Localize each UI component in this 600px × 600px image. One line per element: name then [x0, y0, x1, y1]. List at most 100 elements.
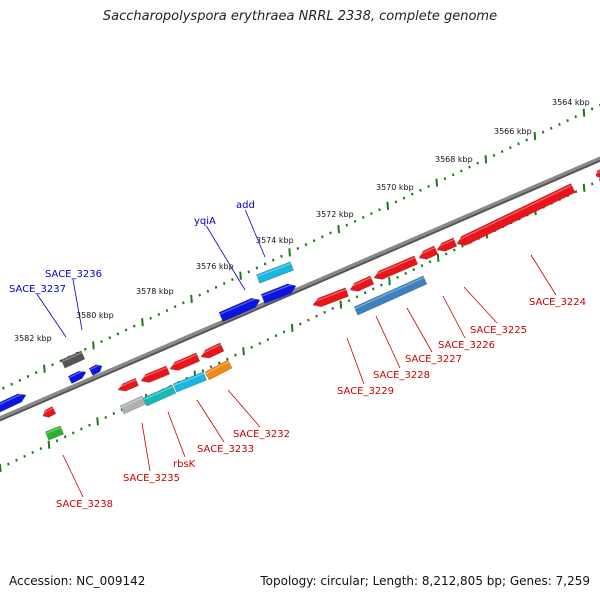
gene-feature — [140, 365, 171, 383]
gene-highlight — [455, 184, 572, 242]
inner-scale-tick — [428, 260, 432, 264]
gene-feature — [117, 377, 139, 392]
gene-feature — [349, 275, 375, 292]
outer-scale-tick — [92, 341, 95, 350]
gene-highlight — [435, 238, 455, 249]
gene-highlight — [173, 372, 205, 387]
forward-gene-label: SACE_3237 — [9, 284, 66, 295]
gene-highlight — [594, 170, 600, 175]
inner-scale-tick — [80, 427, 83, 431]
outer-scale-tick — [231, 278, 234, 281]
gene-feature — [456, 183, 576, 246]
outer-scale-tick — [247, 270, 251, 274]
reverse-gene-label: SACE_3224 — [529, 297, 586, 308]
reverse-leader-line — [463, 286, 498, 324]
gene-highlight — [45, 426, 62, 435]
outer-scale-tick — [133, 324, 136, 328]
gene-highlight — [143, 385, 174, 401]
outer-scale-tick — [263, 262, 267, 266]
gene-features — [0, 169, 600, 441]
outer-scale-tick — [59, 359, 62, 363]
outer-scale-tick — [541, 130, 545, 134]
gene-highlight — [41, 407, 54, 415]
inner-scale-tick — [15, 458, 18, 462]
inner-scale-tick — [574, 190, 578, 194]
outer-scale-tick — [460, 169, 463, 173]
forward-leader-line — [244, 209, 266, 258]
outer-scale-tick — [525, 138, 528, 142]
outer-scale-tick — [500, 150, 504, 153]
outer-scale-tick — [141, 318, 144, 327]
outer-scale-tick — [280, 254, 283, 258]
inner-scale-tick — [436, 253, 440, 262]
outer-scale-tick — [108, 336, 112, 340]
inner-scale-tick — [258, 342, 262, 345]
forward-leader-line — [36, 293, 67, 338]
gene-feature — [60, 350, 86, 369]
inner-scale-tick — [0, 463, 2, 473]
outer-scale-tick — [427, 185, 430, 188]
inner-scale-tick — [420, 264, 424, 268]
inner-scale-tick — [582, 183, 586, 192]
gene-highlight — [0, 392, 26, 405]
inner-scale-tick — [234, 353, 237, 357]
gene-highlight — [311, 288, 347, 304]
gene-highlight — [372, 256, 416, 277]
inner-scale-tick — [201, 369, 205, 373]
inner-scale-tick — [217, 361, 221, 365]
outer-scale-tick — [402, 196, 406, 200]
reverse-leader-line — [346, 337, 365, 385]
forward-gene-label: add — [236, 200, 255, 211]
outer-scale-tick — [83, 347, 87, 351]
scale-label: 3582 kbp — [14, 334, 52, 343]
gene-feature — [373, 255, 419, 280]
reverse-gene-label: SACE_3226 — [438, 340, 495, 351]
reverse-leader-line — [141, 422, 151, 472]
forward-leader-line — [72, 278, 83, 331]
outer-scale-tick — [337, 225, 340, 234]
inner-scale-tick — [23, 454, 26, 458]
reverse-gene-label: SACE_3235 — [123, 473, 180, 484]
reverse-leader-line — [227, 389, 261, 428]
gene-highlight — [261, 282, 296, 297]
inner-scale-tick — [380, 283, 383, 287]
outer-scale-tick — [10, 382, 13, 386]
inner-scale-tick — [444, 252, 448, 256]
reverse-leader-line — [406, 307, 433, 353]
gene-highlight — [89, 363, 102, 371]
outer-scale-tick — [353, 219, 357, 223]
reverse-gene-label: SACE_3238 — [56, 499, 113, 510]
outer-scale-tick — [517, 142, 520, 146]
reverse-leader-line — [375, 315, 401, 369]
gene-highlight — [205, 361, 230, 375]
scale-labels: 3564 kbp 3566 kbp 3568 kbp 3570 kbp 3572 kbp… — [14, 98, 590, 343]
reverse-leader-line — [530, 254, 557, 296]
inner-scale-tick — [39, 447, 43, 450]
inner-scale-tick — [55, 439, 59, 443]
inner-scale-tick — [96, 417, 99, 426]
gene-feature — [418, 245, 439, 260]
outer-scale-tick — [590, 107, 594, 111]
topology-label: Topology: circular; Length: 8,212,805 bp… — [260, 574, 590, 588]
outer-scale-tick — [124, 328, 128, 332]
outer-scale-tick — [410, 192, 414, 196]
gene-feature — [67, 370, 87, 384]
backbone-line — [0, 156, 600, 420]
outer-scale-tick — [2, 386, 5, 390]
gene-labels: SACE_3237 SACE_3236 yqiA add SACE_3224 SACE_3… — [9, 200, 586, 510]
inner-scale-tick — [209, 365, 213, 369]
outer-scale-tick — [165, 309, 169, 312]
scale-label: 3576 kbp — [196, 262, 234, 271]
scale-label: 3570 kbp — [376, 183, 414, 192]
outer-scale-tick — [492, 153, 496, 157]
inner-scale-tick — [242, 347, 245, 356]
outer-scale-tick — [239, 271, 242, 280]
outer-scale-tick — [435, 178, 439, 187]
gene-highlight — [354, 276, 425, 310]
outer-scale-tick — [329, 231, 332, 235]
inner-scale-tick — [412, 268, 416, 271]
scale-label: 3566 kbp — [494, 127, 532, 136]
gene-highlight — [168, 353, 198, 368]
gene-highlight — [139, 366, 168, 380]
